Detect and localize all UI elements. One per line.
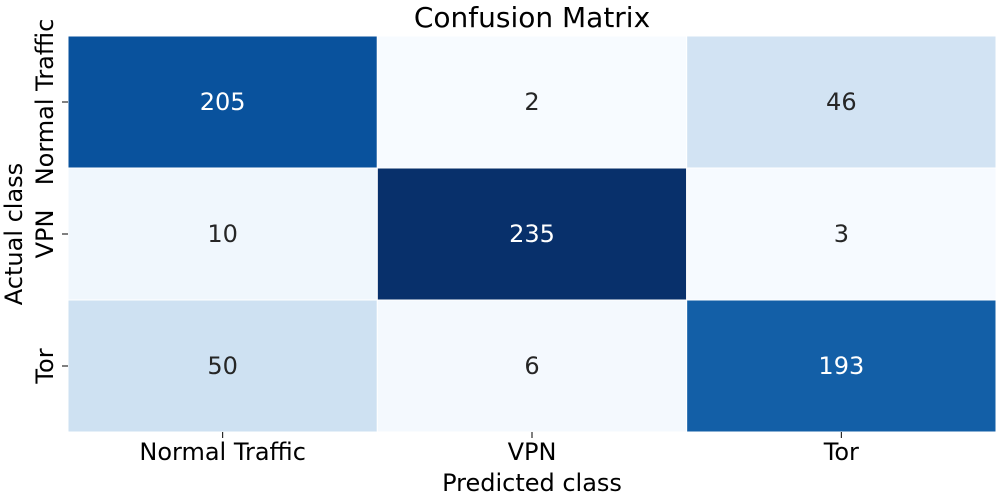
- heatmap-cell: [686, 35, 997, 169]
- cell-value-label: 46: [826, 88, 857, 116]
- cell-value-label: 50: [207, 352, 238, 380]
- cell-value-label: 2: [524, 88, 539, 116]
- chart-title: Confusion Matrix: [414, 1, 650, 34]
- cell-value-label: 205: [200, 88, 246, 116]
- heatmap-cell: [67, 167, 378, 301]
- cell-value-label: 193: [818, 352, 864, 380]
- y-axis-label: Actual class: [0, 163, 28, 305]
- heatmap-cell: [686, 167, 997, 301]
- x-tick-label: VPN: [508, 438, 557, 466]
- cell-value-label: 3: [834, 220, 849, 248]
- heatmap-cell: [67, 35, 378, 169]
- heatmap-cell: [376, 167, 688, 301]
- cell-value-label: 6: [524, 352, 539, 380]
- y-axis: Normal Traffic VPN Tor: [31, 19, 68, 385]
- heatmap-cells: 205 2 46 10 235 3 50 6 193: [67, 35, 997, 433]
- y-tick-label: Normal Traffic: [31, 19, 59, 186]
- heatmap-cell: [376, 299, 688, 433]
- x-tick-label: Normal Traffic: [139, 438, 306, 466]
- heatmap-cell: [67, 299, 378, 433]
- y-tick-label: Tor: [31, 348, 59, 384]
- x-axis-label: Predicted class: [442, 469, 622, 497]
- y-tick-label: VPN: [31, 210, 59, 259]
- x-tick-label: Tor: [823, 438, 859, 466]
- cell-value-label: 235: [509, 220, 555, 248]
- heatmap-cell: [376, 35, 688, 169]
- cell-value-label: 10: [207, 220, 238, 248]
- x-axis: Normal Traffic VPN Tor: [139, 432, 859, 466]
